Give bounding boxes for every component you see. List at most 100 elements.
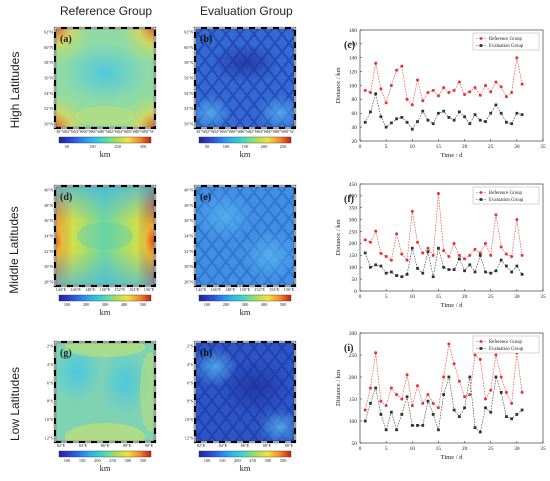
reference-colorbar-3-tick: 300 [125,458,132,463]
reference-point [468,253,472,257]
x-tick-label: 30 [514,144,520,150]
evaluation-map-2-lat-tick: 36°N [184,218,193,223]
y-tick-label: 250 [349,353,358,359]
y-tick-label: 250 [349,229,358,235]
reference-point [395,68,399,72]
evaluation-map-2-lat-tick: 32°N [184,249,193,254]
evaluation-point [473,113,477,117]
reference-point [478,357,482,361]
panel-label-c: (c) [344,40,355,51]
reference-colorbar-3-tick: 150 [79,458,86,463]
reference-map-1-frame-dash [54,27,156,129]
evaluation-map-1-lat-tick: 56°N [184,76,193,81]
evaluation-map-1-lon-tick: 36°W [222,129,232,134]
reference-colorbar-3-tick: 100 [64,458,71,463]
evaluation-point [442,109,446,113]
evaluation-map-1-lon-tick: 32°W [205,129,215,134]
reference-point [473,353,477,357]
line-chart-2: 0 5 10 15 20 25 30 3505010015020025030035040045… [335,182,546,309]
evaluation-colorbar-3-tick: 200 [234,458,241,463]
reference-map-2-lon-tick: 144°E [56,287,67,292]
evaluation-point [494,269,498,273]
x-tick-label: 25 [488,446,494,452]
evaluation-point [473,426,477,429]
x-tick-label: 20 [462,294,468,300]
legend-label: Reference Group [489,191,522,196]
reference-point [400,64,404,68]
evaluation-colorbar-2-tick: 300 [242,302,249,307]
evaluation-map-2-surface [195,186,295,286]
evaluation-point [363,251,367,255]
reference-point [368,386,372,390]
evaluation-colorbar-3-tick: 300 [265,458,272,463]
evaluation-point [452,268,456,271]
reference-map-1: 62°N 60°N 58°N 56°N 54°N 52°N 50°N30°W32°W34°W… [44,26,157,159]
reference-colorbar-1-unit: km [100,149,111,159]
reference-map-1-lat-tick: 58°N [44,60,53,65]
reference-point [520,390,524,394]
y-tick-label: 350 [349,206,358,212]
y-tick-label: 100 [349,83,358,89]
reference-point [368,240,372,244]
evaluation-map-1-lat-tick: 50°N [184,122,193,127]
evaluation-point [374,386,378,390]
evaluation-point [505,120,508,124]
evaluation-map-3-lat-tick: 10°S [185,417,194,422]
evaluation-colorbar-2-unit: km [240,307,251,317]
y-tick-label: 200 [349,375,358,381]
reference-map-1-lon-tick: 44°W [118,129,128,134]
x-axis-label: Time / d [441,302,464,309]
reference-point [400,252,404,256]
evaluation-map-1-lat-tick: 52°N [184,106,193,111]
reference-point [384,255,388,259]
reference-map-2-lat-tick: 32°N [44,249,53,254]
reference-colorbar-1-tick: 250 [114,144,121,149]
evaluation-map-1-lon-tick: 50°W [284,129,294,134]
legend-marker [479,37,483,40]
reference-point [416,78,420,82]
reference-map-1-lon-tick: 46°W [126,129,136,134]
reference-map-3-lon-tick: 86°E [101,443,110,448]
evaluation-map-3-lat-tick: 12°S [185,436,194,441]
evaluation-map-1-lat-tick: 62°N [184,30,193,35]
evaluation-point [510,270,514,274]
y-tick-label: 100 [349,265,358,271]
evaluation-map-2-lon-tick: 152°E [254,287,265,292]
evaluation-point [447,375,451,379]
reference-point [426,90,430,94]
evaluation-map-2-lon-tick: 144°E [196,287,207,292]
evaluation-point [384,271,388,275]
panel-label-f: (f) [344,194,354,205]
reference-colorbar-3-tick: 250 [109,458,116,463]
reference-point [478,251,482,255]
panel-label-d: (d) [60,192,72,203]
evaluation-point [416,424,419,427]
reference-map-1-lon-tick: 48°W [135,129,145,134]
evaluation-point [437,111,440,115]
reference-point [395,393,399,397]
evaluation-map-2-lat-tick: 40°N [184,188,193,193]
evaluation-point [405,120,409,124]
evaluation-point [405,272,409,276]
reference-point [389,258,393,262]
reference-point [499,375,503,379]
reference-point [494,353,498,357]
panel-label-a: (a) [60,34,72,45]
evaluation-point [395,428,398,432]
header-reference-group: Reference Group [60,4,153,18]
evaluation-point [478,430,482,434]
evaluation-point [457,110,461,114]
evaluation-point [473,270,477,274]
reference-point [368,90,372,94]
legend-marker [479,44,483,47]
evaluation-map-2-lat-tick: 28°N [184,280,193,285]
reference-map-1-lat-tick: 54°N [44,91,53,96]
y-tick-label: 40 [352,125,358,131]
series-line-evaluation [364,248,523,278]
x-tick-label: 30 [514,446,520,452]
evaluation-point [405,395,409,399]
reference-point [515,218,519,222]
x-tick-label: 15 [436,294,442,300]
evaluation-point [437,428,440,432]
evaluation-point [463,269,466,273]
